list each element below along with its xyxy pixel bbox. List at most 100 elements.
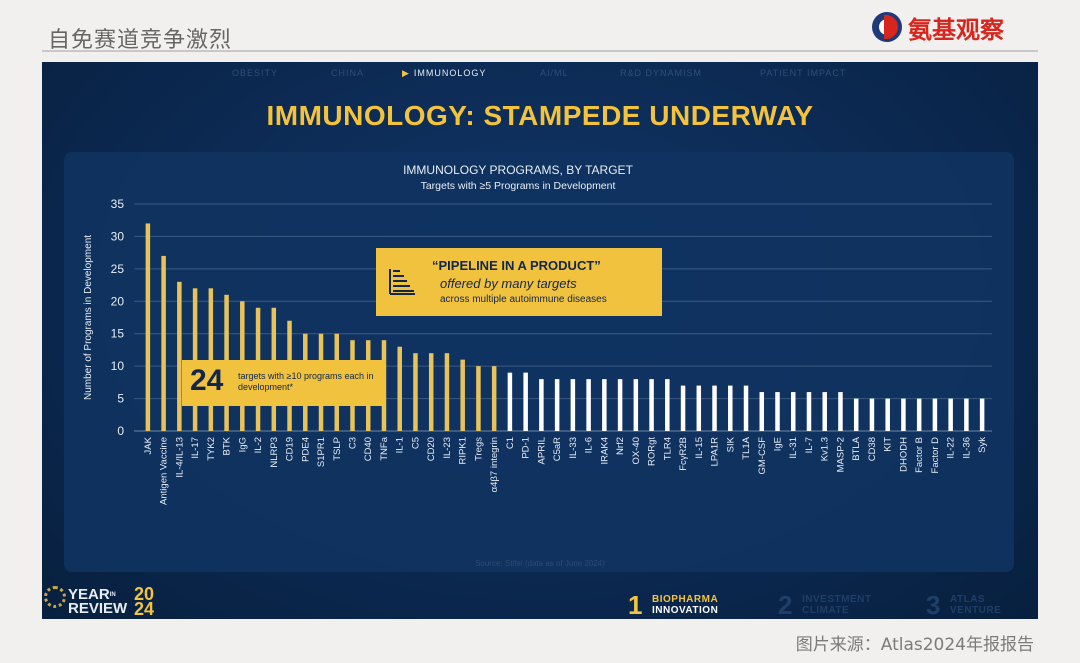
bar [523, 372, 528, 431]
x-tick-label: IL-22 [946, 437, 957, 459]
nav-item-label: PATIENT IMPACT [760, 68, 847, 78]
swirl-icon [44, 586, 66, 608]
x-tick-label: TNFa [379, 436, 390, 460]
bar [491, 366, 497, 431]
y-tick-label: 25 [111, 262, 125, 276]
bar [617, 379, 623, 431]
bar [853, 398, 859, 431]
bar [413, 353, 418, 431]
x-tick-label: IL-36 [961, 437, 972, 459]
x-tick-label: C1 [505, 437, 516, 449]
x-tick-label: IL-7 [804, 437, 815, 453]
callout-detail: across multiple autoimmune diseases [440, 294, 607, 305]
x-tick-label: TSLP [332, 437, 343, 461]
x-tick-label: IgE [773, 437, 784, 451]
footer-item-number: 2 [778, 590, 793, 619]
bar [507, 372, 513, 431]
x-tick-label: SIK [725, 436, 736, 452]
section-nav: OBESITY CHINA ▶ IMMUNOLOGY AI/ML R&D DYNAMISM… [42, 68, 1038, 82]
header-title: 自免赛道竞争激烈 [48, 28, 233, 53]
x-tick-label: Tregs [473, 437, 484, 461]
pipeline-callout: “PIPELINE IN A PRODUCT” offered by many … [376, 248, 662, 316]
x-tick-label: α4β7 integrin [489, 437, 500, 492]
bar [602, 379, 607, 431]
x-tick-label: BTLA [851, 436, 862, 460]
bar [822, 392, 827, 431]
y-tick-label: 10 [111, 359, 125, 373]
x-tick-label: IL-23 [442, 437, 453, 459]
footer-item-label-1: INVESTMENT [802, 594, 872, 605]
x-tick-label: CD38 [867, 437, 878, 461]
x-tick-label: PDE4 [300, 437, 311, 462]
bar [806, 392, 812, 431]
bar [192, 288, 198, 431]
brand-logo: 氨基观察 [872, 10, 1004, 44]
bar [460, 359, 465, 431]
y-tick-label: 5 [117, 392, 124, 406]
x-tick-label: IL-1 [395, 437, 406, 453]
bar [838, 392, 843, 431]
callout-heading: “PIPELINE IN A PRODUCT” [432, 258, 601, 273]
x-tick-label: PD-1 [521, 437, 532, 459]
y-tick-label: 35 [111, 197, 125, 211]
bar [665, 379, 670, 431]
yir-in: IN [109, 592, 116, 598]
nav-item[interactable]: CHINA [331, 68, 364, 78]
x-tick-label: CD40 [363, 437, 374, 461]
x-tick-label: KIT [883, 437, 894, 452]
x-tick-label: FcγR2B [678, 437, 689, 471]
x-tick-label: Factor B [914, 437, 925, 473]
x-tick-label: IgG [237, 437, 248, 452]
nav-item[interactable]: OBESITY [232, 68, 278, 78]
x-tick-label: DHODH [898, 437, 909, 472]
nav-item[interactable]: PATIENT IMPACT [760, 68, 846, 78]
bar [539, 379, 544, 431]
x-tick-label: Kv1.3 [820, 437, 831, 461]
bar [948, 398, 953, 431]
play-icon: ▶ [402, 68, 410, 78]
callout-subheading: offered by many targets [440, 276, 577, 291]
y-tick-label: 30 [111, 229, 125, 243]
bar [901, 398, 906, 431]
x-tick-label: C5aR [552, 437, 563, 461]
x-tick-label: NLRP3 [269, 437, 280, 468]
footer-item-label-1: BIOPHARMA [652, 594, 719, 605]
x-tick-label: JAK [143, 436, 154, 454]
bar [586, 379, 591, 431]
bar [208, 288, 214, 431]
bar [964, 398, 969, 431]
header-divider [42, 50, 1038, 52]
x-tick-label: Factor D [930, 437, 941, 474]
pipeline-icon [389, 269, 415, 295]
y-axis-label: Number of Programs in Development [83, 235, 94, 400]
bar [428, 353, 434, 431]
x-tick-label: CD20 [426, 437, 437, 461]
x-tick-label: IL-2 [253, 437, 264, 453]
yir-line1: YEAR [68, 586, 110, 603]
yir-year-top: 20 [134, 584, 155, 604]
footer-item-label-1: ATLAS [950, 594, 986, 605]
nav-item-label: CHINA [331, 68, 365, 78]
chart-title: IMMUNOLOGY PROGRAMS, BY TARGET [403, 163, 633, 177]
nav-item[interactable]: R&D DYNAMISM [620, 68, 702, 78]
image-credit: 图片来源：Atlas2024年报报告 [795, 635, 1034, 655]
bar [476, 366, 481, 431]
year-in-review-logo: YEARIN REVIEW 20 24 [42, 574, 182, 619]
x-tick-label: TYK2 [206, 437, 217, 461]
x-tick-label: C3 [348, 437, 359, 449]
footer-item-label-2: CLIMATE [802, 605, 850, 616]
bar [759, 392, 765, 431]
bar [633, 379, 639, 431]
x-tick-label: RORgt [647, 437, 658, 466]
x-tick-label: IL-4/IL-13 [174, 437, 185, 478]
bar [696, 385, 702, 431]
slide: OBESITY CHINA ▶ IMMUNOLOGY AI/ML R&D DYNAMISM… [42, 62, 1038, 619]
nav-item[interactable]: AI/ML [540, 68, 569, 78]
bar [743, 385, 749, 431]
bar [790, 392, 796, 431]
x-tick-label: IL-6 [584, 437, 595, 453]
bar [177, 281, 182, 431]
nav-item[interactable]: ▶ IMMUNOLOGY [402, 68, 486, 79]
x-tick-label: Syk [977, 437, 988, 453]
bar-chart: IMMUNOLOGY PROGRAMS, BY TARGET Targets wi… [83, 163, 992, 505]
